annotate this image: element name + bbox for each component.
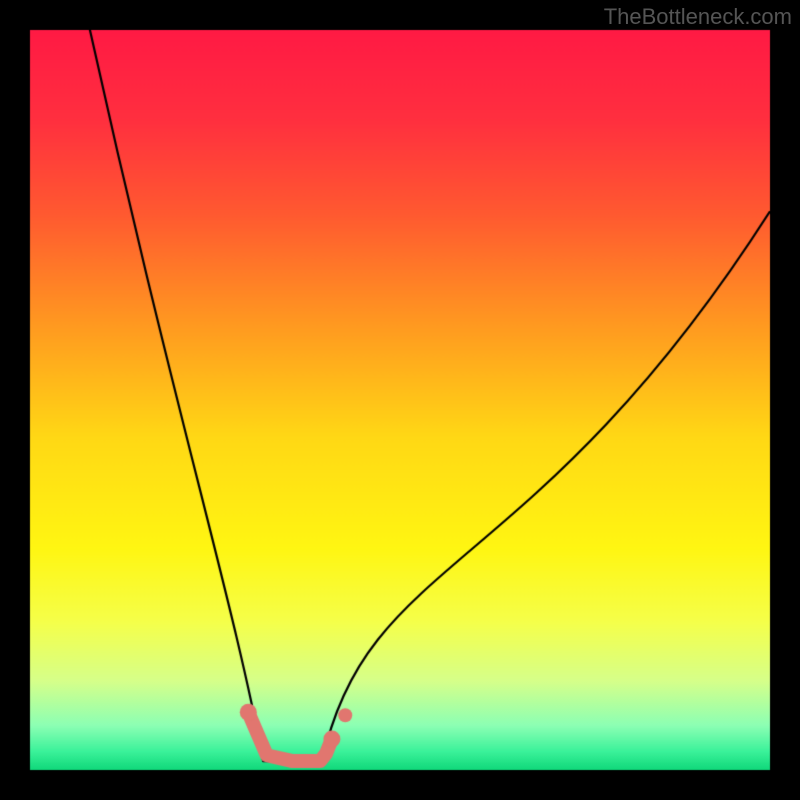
bottleneck-chart: [0, 0, 800, 800]
